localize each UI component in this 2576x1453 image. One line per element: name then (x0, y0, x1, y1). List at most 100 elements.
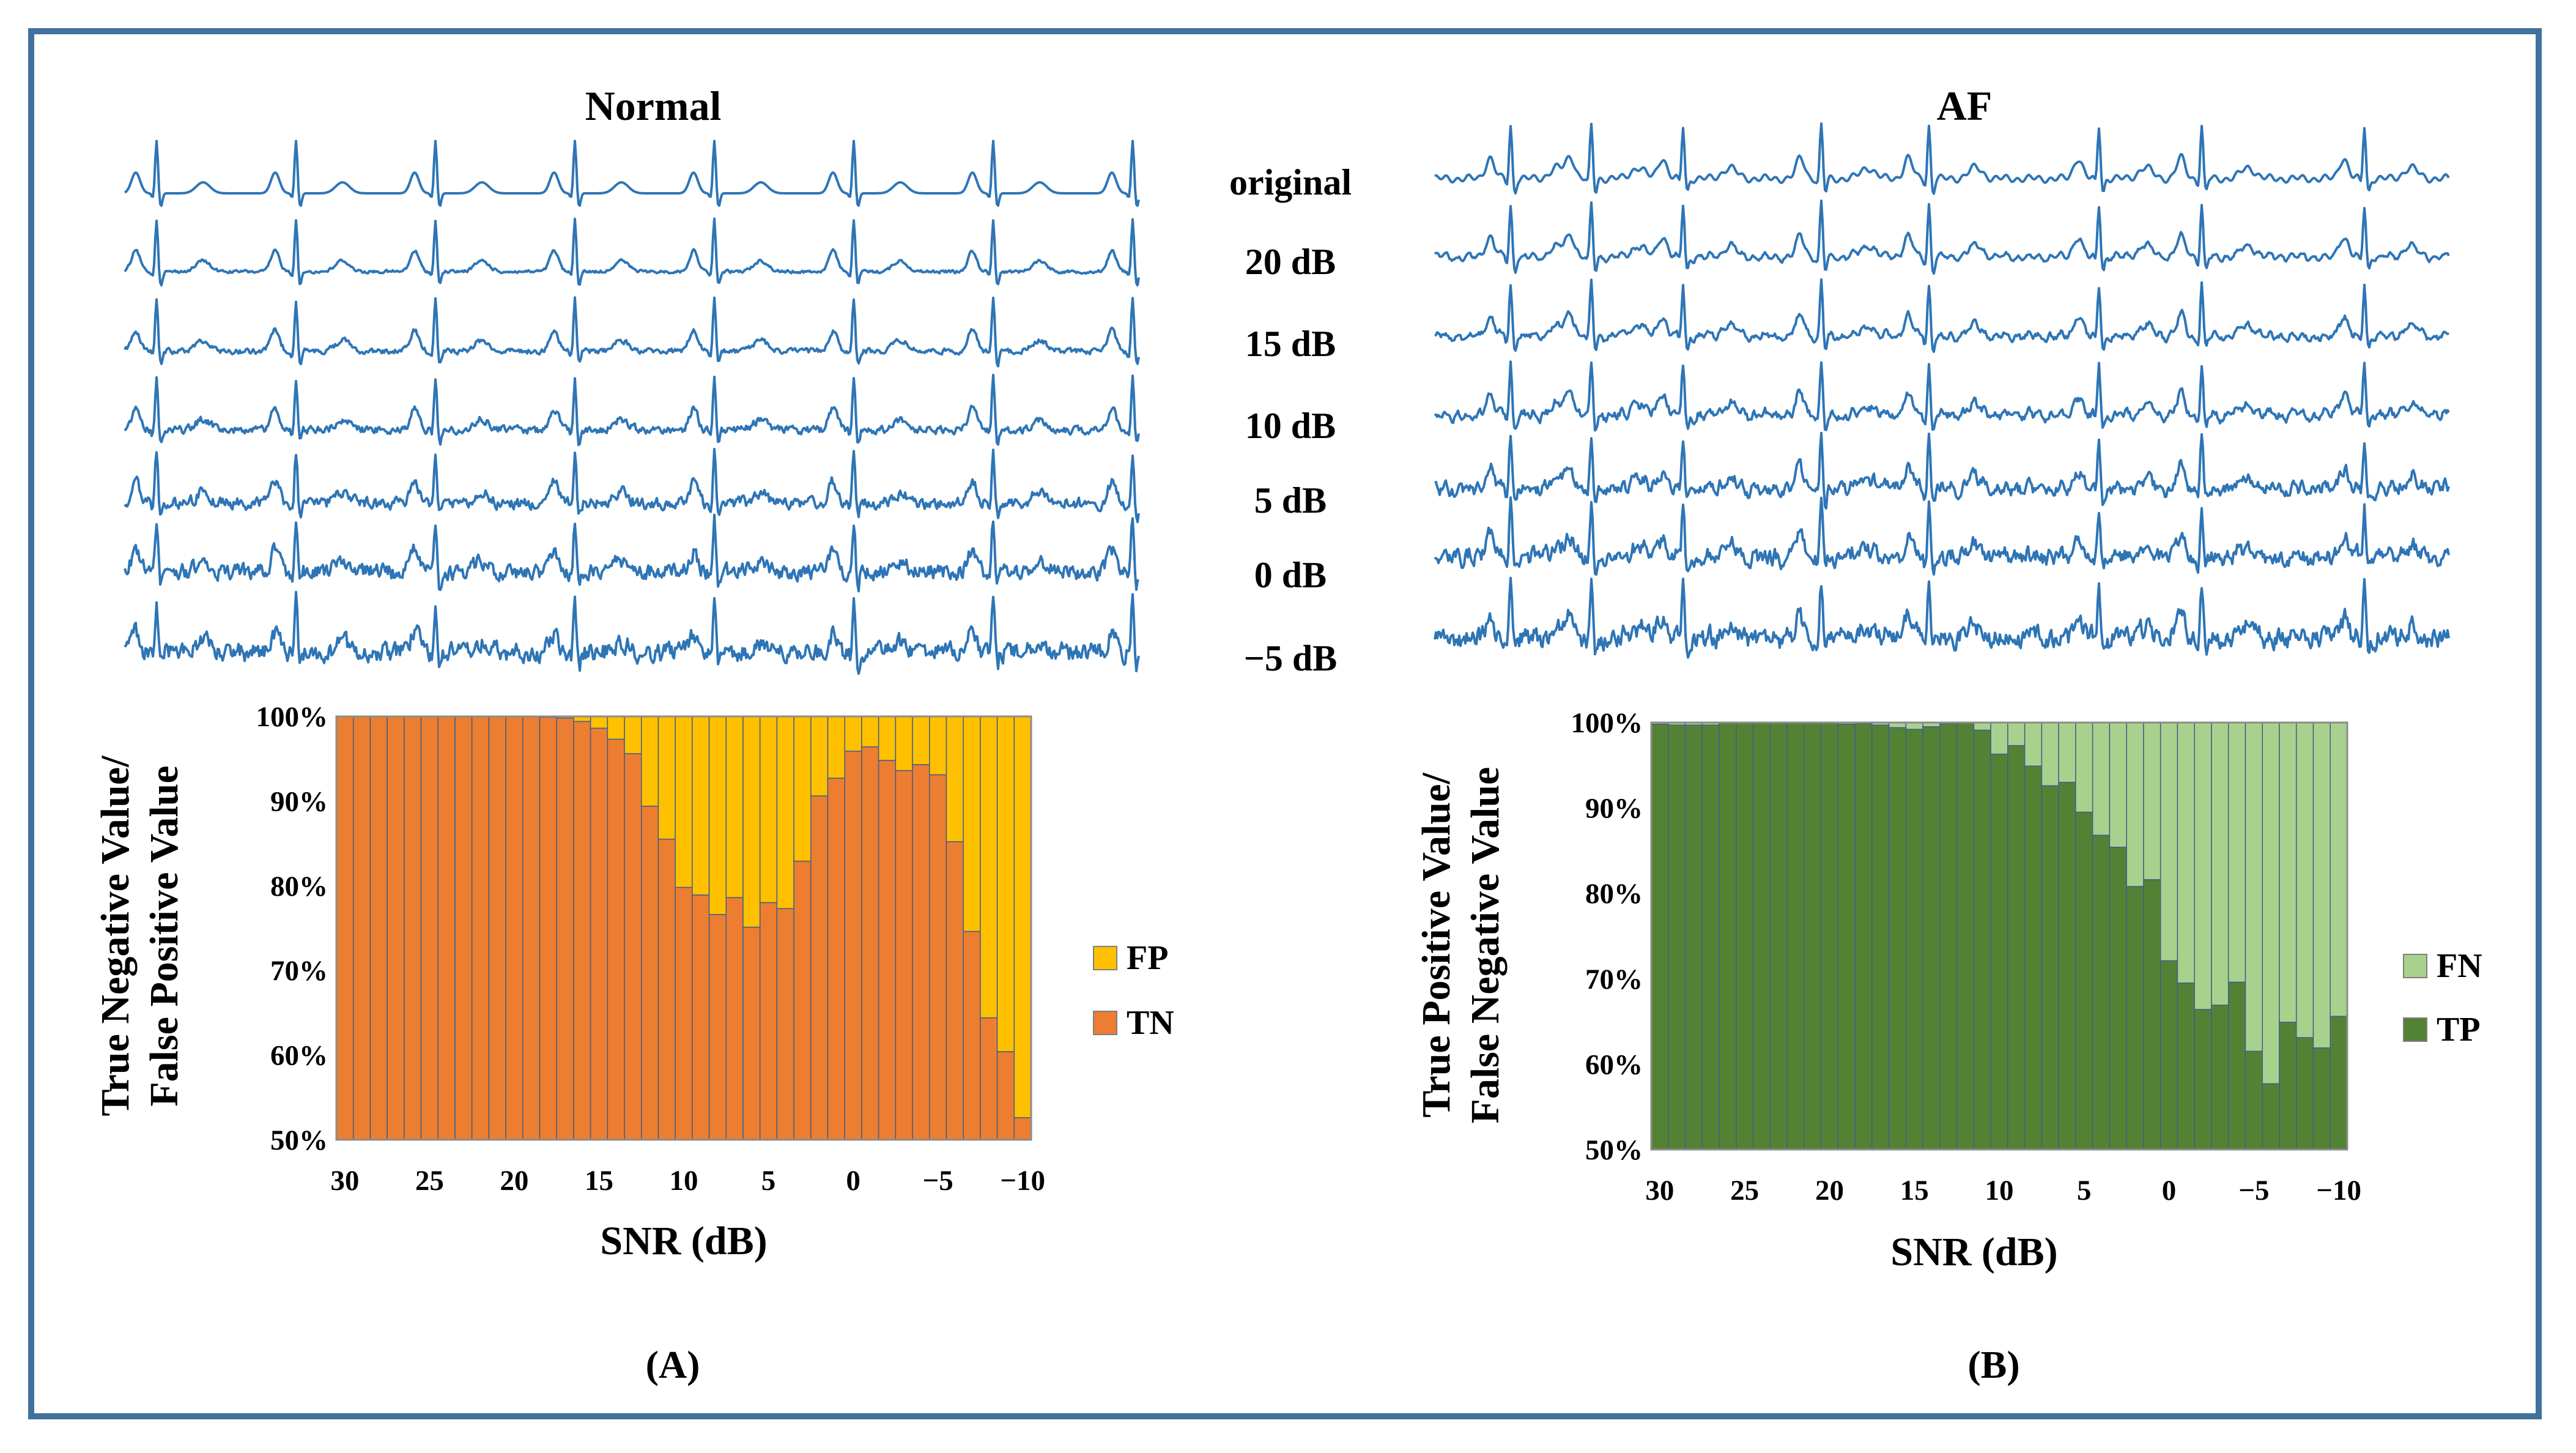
chartA-bar-fp (692, 716, 710, 896)
chartB-bar-tp (1820, 722, 1839, 1150)
chartB-y-tick-label: 100% (1571, 707, 1643, 739)
chartB-bar-tp (2227, 981, 2246, 1150)
chartA-bar-fp (725, 716, 744, 898)
chartB-bar-fn (2295, 722, 2314, 1038)
chartB-bar-tp (2194, 1009, 2212, 1150)
chartA-bar-fp (624, 716, 642, 754)
chartB-bar-tp (1990, 753, 2008, 1150)
chart-a-bars (336, 716, 1032, 1140)
chartA-bar-tn (793, 860, 812, 1140)
ecg-trace-normal (124, 513, 1140, 593)
chartA-bar-tn (657, 838, 676, 1140)
chartB-bar-tp (2279, 1022, 2297, 1150)
chartB-bar-tp (1939, 723, 1958, 1150)
chartB-bar-fn (2126, 722, 2144, 887)
chartB-bar-tp (2075, 811, 2093, 1150)
noise-label-5db: 5 dB (1254, 480, 1327, 521)
chartA-bar-tn (776, 908, 794, 1140)
noise-label-20db: 20 dB (1245, 242, 1336, 282)
chartB-x-tick-label: 30 (1645, 1175, 1674, 1206)
chart-b-y-axis-title-line2: False Negative Value (1463, 767, 1508, 1124)
ecg-traces-af (1434, 122, 2450, 659)
chartB-x-tick-label: −10 (2316, 1175, 2361, 1206)
chartA-bar-fp (776, 716, 794, 909)
chartB-bar-tp (1905, 729, 1923, 1150)
chartB-bar-tp (1786, 722, 1805, 1150)
chartA-bar-tn (352, 716, 371, 1140)
chartA-bar-tn (996, 1051, 1015, 1140)
chartB-bar-tp (1956, 722, 1975, 1150)
chartA-bar-fp (708, 716, 727, 915)
ecg-trace-af (1434, 199, 2450, 275)
chartB-bar-tp (1973, 729, 1991, 1150)
chart-b-x-axis-title: SNR (dB) (1890, 1230, 2057, 1274)
chartB-bar-tp (2041, 785, 2059, 1150)
chartA-bar-tn (963, 931, 981, 1140)
ecg-trace-af (1434, 496, 2450, 576)
ecg-trace-normal (124, 139, 1140, 207)
chartA-bar-tn (387, 716, 405, 1140)
chartA-bar-tn (573, 721, 591, 1140)
chartB-bar-tp (1888, 727, 1907, 1150)
chartB-bar-tp (1719, 722, 1737, 1150)
chartB-bar-fn (2279, 722, 2297, 1023)
chartA-y-tick-label: 80% (270, 871, 328, 902)
chartA-bar-fp (640, 716, 659, 807)
legend-swatch-tn (1093, 1011, 1117, 1035)
chartB-bar-tp (1651, 724, 1669, 1150)
chartA-bar-tn (708, 914, 727, 1140)
chartB-x-tick-label: 25 (1730, 1175, 1759, 1206)
ecg-trace-normal (124, 217, 1140, 287)
chart-b-y-axis-title-line1: True Positive Value/ (1414, 772, 1459, 1118)
chart-a-y-axis-title-line2: False Positive Value (142, 765, 187, 1106)
chartA-bar-tn (878, 760, 897, 1140)
chartA-x-tick-label: −5 (922, 1165, 953, 1197)
chartB-x-tick-label: 15 (1900, 1175, 1929, 1206)
chartB-bar-tp (1668, 724, 1686, 1150)
chartB-bar-fn (2245, 722, 2263, 1052)
chartA-bar-tn (539, 716, 557, 1140)
chartB-bar-tp (1922, 726, 1941, 1150)
chart-b-x-ticks: 30 25 20 15 10 5 0 −5 −10 (1645, 1175, 2361, 1206)
chartA-bar-tn (912, 764, 930, 1140)
chartA-bar-tn (861, 746, 879, 1140)
chartA-bar-tn (488, 716, 506, 1140)
ecg-trace-af (1434, 122, 2450, 195)
chartB-y-tick-label: 90% (1585, 793, 1643, 825)
chartA-bar-tn (692, 894, 710, 1140)
chartA-bar-fp (996, 716, 1015, 1052)
chartA-bar-tn (725, 897, 744, 1140)
chartA-bar-fp (793, 716, 812, 862)
ecg-trace-af (1434, 431, 2450, 510)
chartB-x-tick-label: 5 (2077, 1175, 2092, 1206)
chartB-x-tick-label: −5 (2238, 1175, 2269, 1206)
chartA-bar-tn (336, 716, 354, 1140)
chartA-bar-fp (657, 716, 676, 840)
chartB-y-tick-label: 60% (1585, 1049, 1643, 1080)
chartA-bar-fp (895, 716, 913, 771)
chartA-x-tick-label: 20 (500, 1165, 528, 1197)
chart-b-y-ticks: 50% 60% 70% 80% 90% 100% (1571, 707, 1643, 1166)
chartB-bar-tp (2007, 745, 2026, 1150)
chartA-x-tick-label: −10 (1000, 1165, 1045, 1197)
panel-label-b: (B) (1967, 1343, 2019, 1386)
chartA-bar-tn (1013, 1117, 1032, 1140)
ecg-trace-af (1434, 360, 2450, 432)
legend-swatch-fn (2403, 954, 2427, 978)
chartA-y-tick-label: 100% (256, 701, 328, 733)
chartB-bar-fn (2330, 722, 2348, 1017)
chartA-bar-tn (437, 716, 456, 1140)
chartA-bar-tn (946, 841, 964, 1140)
noise-label-original: original (1229, 162, 1352, 203)
legend-swatch-fp (1093, 946, 1117, 970)
chartA-bar-fp (759, 716, 778, 904)
chartA-bar-tn (895, 770, 913, 1140)
noise-label-15db: 15 dB (1245, 324, 1336, 364)
chartA-bar-tn (522, 716, 541, 1140)
chartA-bar-fp (861, 716, 879, 748)
chartB-bar-tp (1871, 724, 1890, 1150)
chartB-bar-tp (1804, 722, 1822, 1150)
chartA-bar-tn (590, 727, 609, 1140)
chartA-bar-fp (844, 716, 862, 752)
